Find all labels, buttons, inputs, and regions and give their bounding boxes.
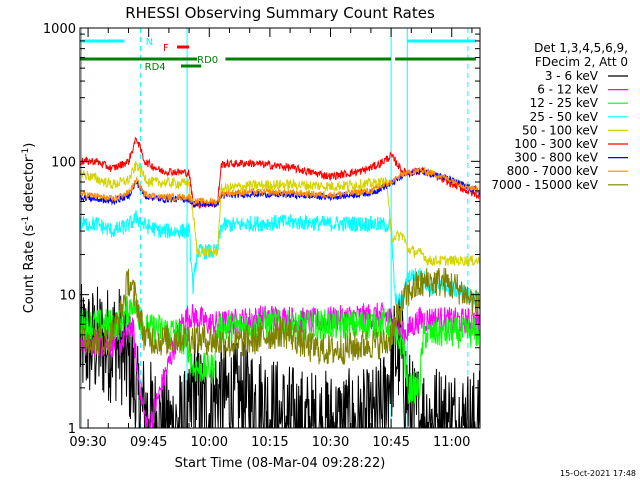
series-line-50-100kev — [79, 160, 480, 267]
legend-label: 12 - 25 keV — [530, 96, 599, 110]
plot-area: NF RD0 RD4 — [79, 28, 480, 430]
legend: Det 1,3,4,5,6,9, FDecim 2, Att 0 3 - 6 k… — [491, 41, 628, 192]
series-line-300-800kev — [79, 167, 480, 209]
legend-label: 3 - 6 keV — [545, 69, 599, 83]
footer-date: 15-Oct-2021 17:48 — [560, 469, 636, 478]
y-tick-label: 1 — [68, 422, 76, 437]
annotation-label-n: N — [146, 37, 153, 48]
series-line-6-12kev — [79, 302, 480, 429]
series-line-100-300kev — [79, 136, 480, 210]
y-tick-label: 1000 — [43, 22, 76, 37]
plot-frame — [79, 27, 481, 429]
y-tick-label: 100 — [51, 155, 76, 170]
x-tick-label: 11:00 — [433, 435, 470, 450]
annotation-label-rd0: RD0 — [197, 55, 218, 66]
legend-label: 300 - 800 keV — [514, 151, 598, 165]
x-axis-label: Start Time (08-Mar-04 09:28:22) — [175, 456, 386, 471]
legend-label: 100 - 300 keV — [514, 137, 598, 151]
x-tick-label: 10:30 — [312, 435, 349, 450]
y-tick-label: 10 — [59, 289, 76, 304]
chart-title: RHESSI Observing Summary Count Rates — [125, 4, 435, 22]
legend-label: 7000 - 15000 keV — [491, 178, 598, 192]
y-axis-label: Count Rate (s-1 detector-1) — [21, 143, 37, 314]
x-tick-label: 10:00 — [191, 435, 228, 450]
x-tick-label: 09:45 — [130, 435, 167, 450]
annotation-label-f: F — [163, 43, 169, 54]
annotation-label-rd4: RD4 — [145, 62, 166, 73]
series-line-7000-15000kev — [79, 267, 480, 365]
legend-label: 50 - 100 keV — [522, 123, 599, 137]
legend-label: 800 - 7000 keV — [507, 164, 599, 178]
legend-title-line-2: FDecim 2, Att 0 — [535, 55, 628, 69]
series-line-800-7000kev — [79, 167, 480, 205]
x-tick-label: 09:30 — [69, 435, 106, 450]
x-tick-label: 10:15 — [251, 435, 288, 450]
legend-label: 25 - 50 keV — [530, 110, 599, 124]
axes: 1 10 100 1000 09:30 09:45 10:00 10:15 10:30 10:45… — [43, 22, 481, 450]
x-tick-label: 10:45 — [372, 435, 409, 450]
legend-title-line-1: Det 1,3,4,5,6,9, — [534, 41, 628, 55]
legend-label: 6 - 12 keV — [537, 83, 599, 97]
